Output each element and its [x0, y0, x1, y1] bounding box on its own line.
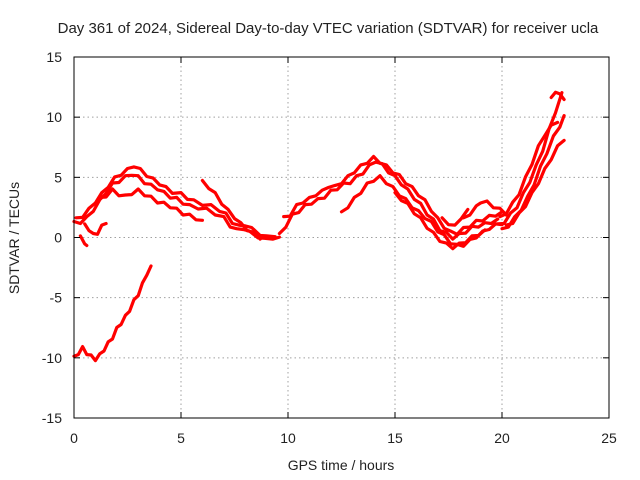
- series-arc-16: [504, 138, 566, 227]
- grid-lines: [74, 57, 609, 418]
- series-arc-12: [461, 199, 508, 220]
- series-arc-2: [74, 165, 277, 239]
- series-arc-8: [277, 160, 500, 241]
- x-tick-label: 5: [177, 430, 185, 446]
- x-tick-label: 20: [494, 430, 510, 446]
- y-tick-label: 0: [54, 230, 62, 246]
- series-arc-4: [200, 178, 262, 241]
- series-arc-9: [282, 154, 504, 236]
- y-tick-label: 15: [46, 49, 62, 65]
- series-arc-1: [72, 173, 281, 241]
- x-tick-label: 0: [70, 430, 78, 446]
- y-tick-label: 10: [46, 109, 62, 125]
- y-tick-label: -10: [42, 350, 62, 366]
- series-arc-5: [78, 234, 89, 248]
- y-axis-label: SDTVAR / TECUs: [6, 182, 22, 294]
- series-arc-18: [549, 90, 566, 102]
- axis-ticks: [73, 56, 610, 419]
- y-tick-label: -5: [50, 290, 63, 306]
- series-arc-10: [339, 174, 504, 248]
- x-tick-label: 25: [601, 430, 617, 446]
- series-arc-11: [393, 191, 487, 251]
- chart-title: Day 361 of 2024, Sidereal Day-to-day VTE…: [58, 20, 599, 37]
- series-arc-13: [440, 207, 470, 227]
- x-tick-label: 15: [387, 430, 403, 446]
- x-tick-labels: 0 5 10 15 20 25: [70, 430, 617, 446]
- y-tick-label: -15: [42, 410, 62, 426]
- y-tick-labels: -15 -10 -5 0 5 10 15: [42, 49, 62, 426]
- x-tick-label: 10: [280, 430, 296, 446]
- series-arc-17: [498, 120, 560, 219]
- series-arc-15: [500, 114, 566, 231]
- series-layer: [72, 90, 566, 363]
- series-arc-6: [83, 221, 108, 236]
- series-arc-7: [72, 264, 153, 363]
- y-tick-label: 5: [54, 169, 62, 185]
- x-axis-label: GPS time / hours: [288, 457, 395, 473]
- series-arc-3: [98, 187, 204, 222]
